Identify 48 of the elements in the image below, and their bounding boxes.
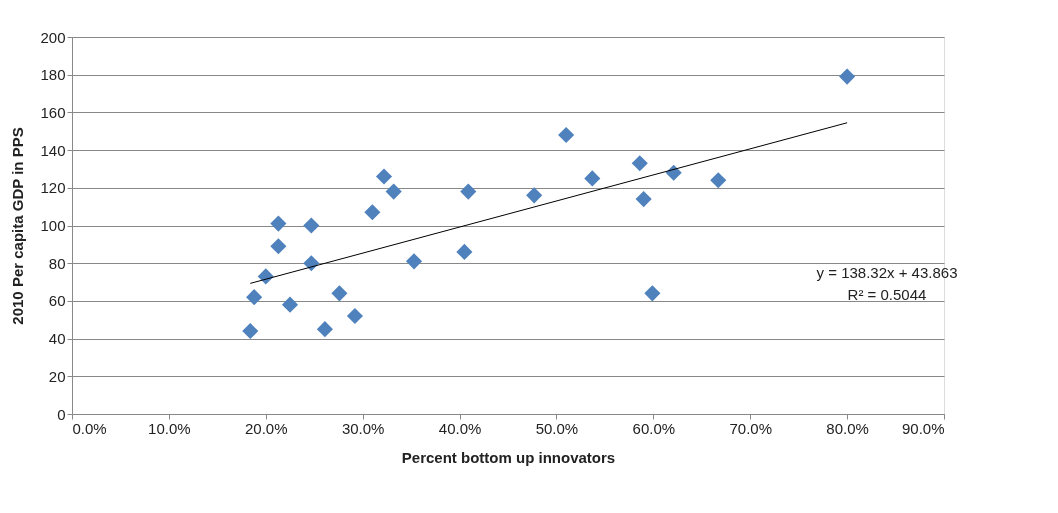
- annotation: R² = 0.5044: [847, 286, 927, 303]
- point: [270, 215, 287, 232]
- y-axis-title: 2010 Per capita GDP in PPS: [9, 127, 27, 325]
- point: [316, 321, 333, 338]
- y-tick-label: 60: [48, 292, 66, 310]
- point: [460, 183, 477, 200]
- point: [346, 307, 363, 325]
- y-tick-label: 180: [40, 66, 66, 84]
- point: [631, 155, 648, 172]
- point: [246, 289, 263, 306]
- x-tick-label: 40.0%: [438, 419, 482, 437]
- x-tick-label: 50.0%: [535, 419, 579, 437]
- y-tick-label: 80: [48, 254, 66, 272]
- y-tick-label: 0: [57, 405, 66, 423]
- point: [270, 238, 287, 255]
- point: [242, 323, 259, 340]
- x-tick-label: 30.0%: [341, 419, 385, 437]
- point: [456, 243, 473, 260]
- point: [710, 172, 727, 189]
- x-tick-label: 70.0%: [729, 419, 772, 437]
- point: [526, 187, 543, 204]
- x-tick-label: 80.0%: [826, 419, 869, 437]
- point: [584, 170, 601, 187]
- x-axis-title: Percent bottom up innovators: [401, 448, 616, 466]
- y-tick-label: 40: [48, 330, 66, 348]
- point: [558, 126, 575, 144]
- point: [364, 204, 381, 221]
- y-tick-label: 160: [40, 103, 66, 121]
- y-tick-label: 140: [40, 141, 66, 159]
- y-tick-label: 100: [40, 217, 66, 234]
- annotation: y = 138.32x + 43.863: [816, 264, 958, 281]
- point: [405, 253, 423, 270]
- point: [839, 68, 856, 85]
- point: [281, 296, 299, 313]
- x-tick-label: 10.0%: [148, 419, 191, 437]
- x-tick-label: 60.0%: [632, 419, 676, 437]
- point: [644, 285, 661, 302]
- point: [331, 285, 348, 302]
- x-tick-label: 0.0%: [72, 419, 107, 437]
- point: [303, 217, 320, 234]
- y-tick-label: 120: [40, 179, 66, 197]
- x-tick-label: 20.0%: [245, 419, 288, 437]
- y-tick-label: 200: [40, 28, 66, 46]
- point: [635, 191, 652, 208]
- point: [375, 168, 393, 185]
- y-tick-label: 20: [48, 367, 66, 385]
- x-tick-label: 90.0%: [901, 419, 945, 437]
- point: [385, 183, 402, 200]
